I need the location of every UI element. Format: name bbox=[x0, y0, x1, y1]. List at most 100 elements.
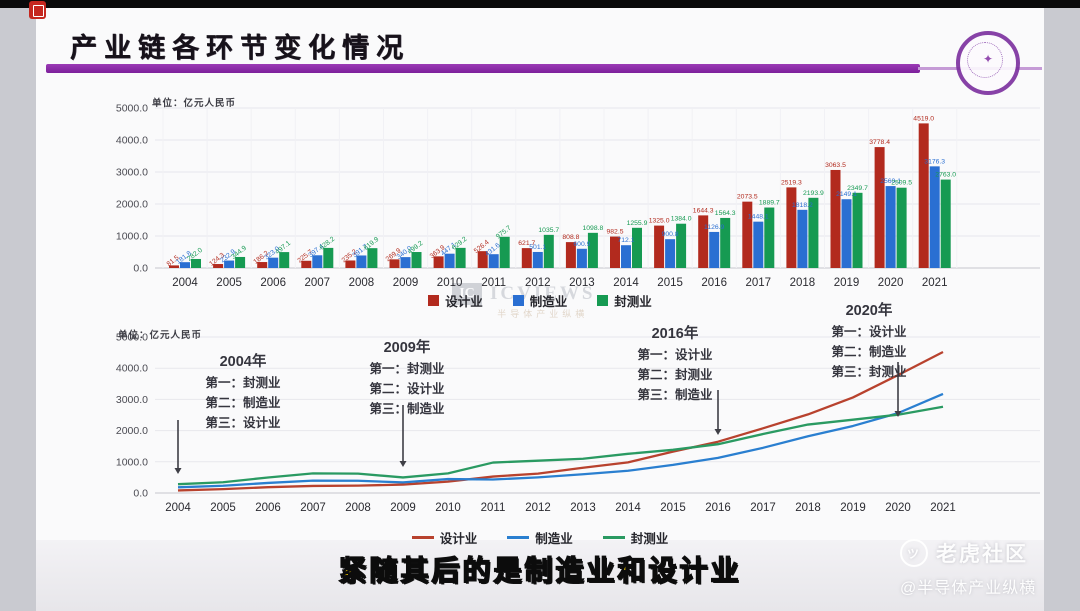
seal-star-icon: ✦ bbox=[982, 52, 994, 66]
tiger-community-watermark: ツ 老虎社区 @半导体产业纵横 bbox=[900, 538, 1036, 598]
svg-text:2020: 2020 bbox=[885, 502, 911, 514]
svg-text:2013: 2013 bbox=[569, 277, 595, 289]
annotation-2016: 2016年 第一：设计业 第二：封测业 第三：制造业 bbox=[600, 322, 750, 405]
annotation-rank-2: 第二：制造业 bbox=[205, 396, 281, 410]
annotation-rank-1: 第一：封测业 bbox=[369, 362, 445, 376]
svg-text:2006: 2006 bbox=[255, 502, 281, 514]
svg-text:4519.0: 4519.0 bbox=[913, 115, 934, 122]
bar-chart: 5000.04000.03000.02000.01000.00.081.5181… bbox=[116, 103, 1040, 289]
line-chart: 5000.0 4000.0 3000.0 2000.0 1000.0 0.0 2004 200… bbox=[116, 332, 1040, 514]
unit-label-bottom-chart: 单位：亿元人民币 bbox=[118, 330, 203, 341]
svg-text:621.7: 621.7 bbox=[518, 240, 535, 247]
svg-text:4000.0: 4000.0 bbox=[116, 363, 148, 375]
annotation-rank-2: 第二：设计业 bbox=[369, 382, 445, 396]
annotation-rank-2: 第二：制造业 bbox=[831, 345, 907, 359]
svg-text:2560.1: 2560.1 bbox=[880, 178, 901, 185]
design-swatch-icon bbox=[428, 295, 440, 306]
svg-text:3063.5: 3063.5 bbox=[825, 162, 846, 169]
svg-text:1818.2: 1818.2 bbox=[792, 202, 813, 209]
tiger-community-label: 老虎社区 bbox=[936, 543, 1028, 566]
annotation-rank-3: 第三：制造业 bbox=[369, 402, 445, 416]
svg-text:2019: 2019 bbox=[834, 277, 860, 289]
svg-text:900.8: 900.8 bbox=[662, 231, 679, 238]
legend-item-design: 设计业 bbox=[411, 528, 477, 547]
svg-text:2021: 2021 bbox=[930, 502, 956, 514]
legend-label: 封测业 bbox=[614, 295, 652, 309]
svg-text:1564.3: 1564.3 bbox=[715, 210, 736, 217]
svg-text:2004: 2004 bbox=[172, 277, 198, 289]
series-lines bbox=[177, 350, 944, 492]
legend-label: 设计业 bbox=[445, 295, 483, 309]
svg-text:1035.7: 1035.7 bbox=[538, 227, 559, 234]
svg-text:2020: 2020 bbox=[878, 277, 904, 289]
corner-logo-fragment bbox=[29, 1, 46, 19]
svg-text:1000.0: 1000.0 bbox=[116, 456, 148, 468]
annotation-year: 2020年 bbox=[845, 303, 893, 319]
legend-item-design: 设计业 bbox=[428, 291, 483, 310]
svg-text:2009: 2009 bbox=[390, 502, 416, 514]
svg-text:5000.0: 5000.0 bbox=[116, 332, 148, 344]
annotation-2004: 2004年 第一：封测业 第二：制造业 第三：设计业 bbox=[168, 350, 318, 433]
legend-label: 制造业 bbox=[535, 532, 573, 546]
svg-text:808.8: 808.8 bbox=[562, 234, 579, 241]
svg-text:2008: 2008 bbox=[349, 277, 375, 289]
svg-text:2005: 2005 bbox=[210, 502, 236, 514]
manufacturing-swatch-icon bbox=[512, 295, 524, 306]
svg-text:1384.0: 1384.0 bbox=[671, 216, 692, 223]
legend-label: 封测业 bbox=[630, 532, 669, 546]
svg-text:2073.5: 2073.5 bbox=[737, 194, 758, 201]
svg-text:982.5: 982.5 bbox=[606, 229, 623, 236]
svg-text:2005: 2005 bbox=[216, 277, 242, 289]
annotation-rank-3: 第三：设计业 bbox=[205, 416, 281, 430]
svg-text:2014: 2014 bbox=[615, 502, 641, 514]
svg-text:2017: 2017 bbox=[750, 502, 776, 514]
svg-text:1889.7: 1889.7 bbox=[759, 200, 780, 207]
svg-text:1644.3: 1644.3 bbox=[693, 207, 714, 214]
svg-text:2193.9: 2193.9 bbox=[803, 190, 824, 197]
seal-inner-ring bbox=[967, 42, 1003, 78]
svg-text:1000.0: 1000.0 bbox=[116, 231, 148, 243]
svg-text:2010: 2010 bbox=[435, 502, 461, 514]
legend-item-manufacturing: 制造业 bbox=[512, 291, 567, 310]
svg-text:3000.0: 3000.0 bbox=[116, 394, 148, 406]
svg-text:3778.4: 3778.4 bbox=[869, 139, 890, 146]
svg-text:2012: 2012 bbox=[525, 502, 551, 514]
svg-text:2007: 2007 bbox=[300, 502, 326, 514]
annotation-rank-1: 第一：封测业 bbox=[205, 376, 281, 390]
svg-text:2149.1: 2149.1 bbox=[836, 191, 857, 198]
svg-text:2349.7: 2349.7 bbox=[847, 185, 868, 192]
packaging-line-swatch-icon bbox=[602, 536, 625, 539]
svg-text:2013: 2013 bbox=[570, 502, 596, 514]
svg-text:0.0: 0.0 bbox=[133, 488, 148, 500]
svg-text:2015: 2015 bbox=[660, 502, 686, 514]
svg-text:2016: 2016 bbox=[705, 502, 731, 514]
svg-text:2004: 2004 bbox=[165, 502, 191, 514]
svg-text:3000.0: 3000.0 bbox=[116, 167, 148, 179]
design-line-swatch-icon bbox=[411, 536, 434, 539]
bars bbox=[169, 123, 951, 268]
tiger-icon: ツ bbox=[900, 539, 928, 567]
svg-text:2011: 2011 bbox=[481, 277, 506, 289]
annotation-2009: 2009年 第一：封测业 第二：设计业 第三：制造业 bbox=[332, 336, 482, 419]
annotation-rank-1: 第一：设计业 bbox=[831, 325, 907, 339]
svg-text:2519.3: 2519.3 bbox=[781, 179, 802, 186]
svg-text:1325.0: 1325.0 bbox=[649, 218, 670, 225]
svg-text:0.0: 0.0 bbox=[133, 263, 148, 275]
svg-text:1255.9: 1255.9 bbox=[627, 220, 648, 227]
bar-chart-legend: 设计业 制造业 封测业 bbox=[36, 291, 1044, 310]
svg-text:2009: 2009 bbox=[393, 277, 419, 289]
svg-text:501.1: 501.1 bbox=[529, 244, 546, 251]
svg-text:2010: 2010 bbox=[437, 277, 463, 289]
footer-band bbox=[36, 540, 1044, 611]
annotation-arrows bbox=[174, 362, 902, 474]
svg-text:4000.0: 4000.0 bbox=[116, 135, 148, 147]
packaging-swatch-icon bbox=[597, 295, 609, 306]
svg-text:2011: 2011 bbox=[481, 502, 506, 514]
legend-item-packaging: 封测业 bbox=[597, 291, 652, 310]
account-handle: @半导体产业纵横 bbox=[900, 580, 1037, 597]
legend-item-manufacturing: 制造业 bbox=[507, 528, 573, 547]
subtitle-caption: 紧随其后的是制造业和设计业 bbox=[338, 554, 742, 586]
annotation-rank-1: 第一：设计业 bbox=[637, 348, 713, 362]
svg-text:2021: 2021 bbox=[922, 277, 948, 289]
